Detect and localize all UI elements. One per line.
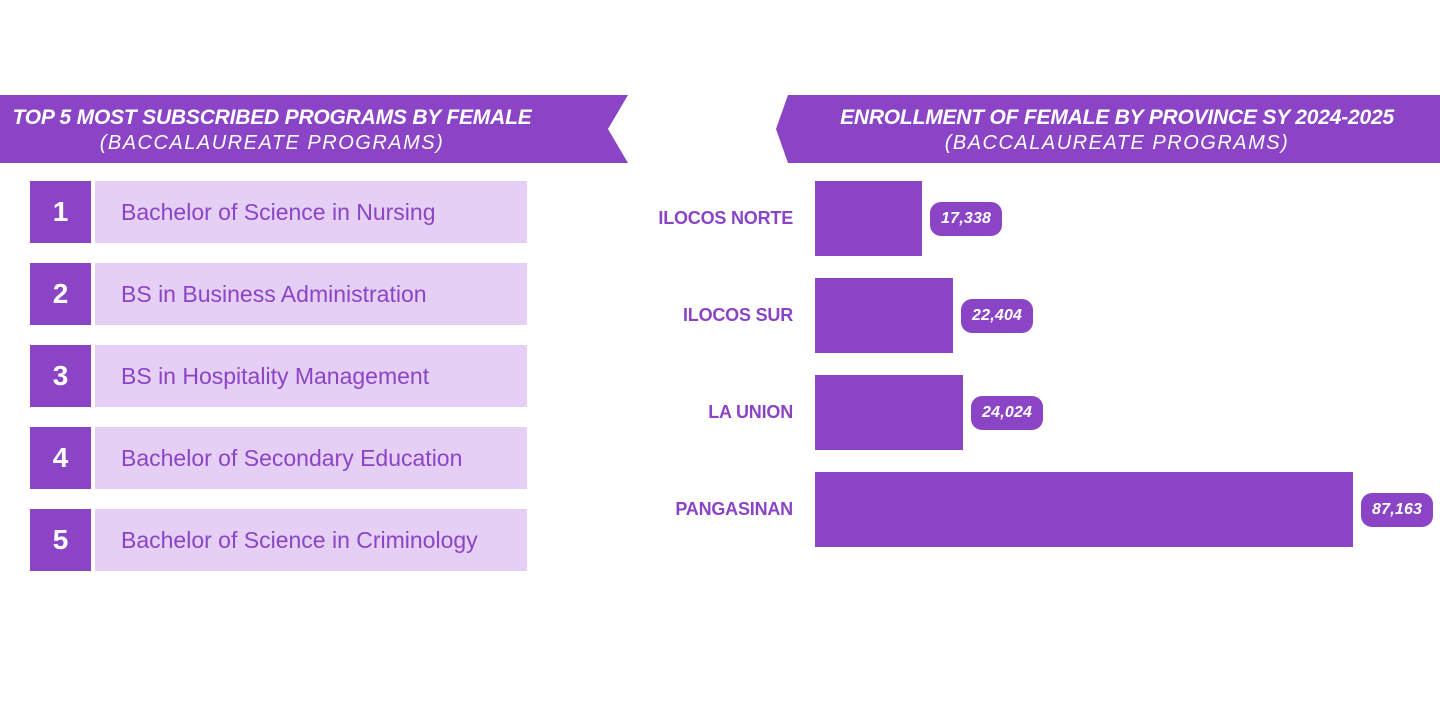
chart-row: LA UNION 24,024 — [640, 375, 1440, 450]
value-badge: 17,338 — [930, 201, 1003, 236]
value-badge: 24,024 — [971, 395, 1044, 430]
province-label: LA UNION — [708, 402, 793, 422]
right-banner: ENROLLMENT OF FEMALE BY PROVINCE SY 2024… — [776, 95, 1440, 163]
province-label: ILOCOS SUR — [682, 305, 793, 325]
province-label: PANGASINAN — [675, 499, 793, 519]
top-programs-list: 1 Bachelor of Science in Nursing 2 BS in Bu… — [30, 181, 530, 591]
chart-row: ILOCOS NORTE 17,338 — [640, 181, 1440, 256]
left-banner-subtitle: (BACCALAUREATE PROGRAMS) — [99, 131, 445, 154]
enrollment-bar — [815, 278, 953, 353]
program-name: BS in Hospitality Management — [95, 345, 527, 407]
enrollment-bar — [815, 472, 1353, 547]
chart-row: ILOCOS SUR 22,404 — [640, 278, 1440, 353]
province-label: ILOCOS NORTE — [658, 208, 793, 228]
program-name: Bachelor of Secondary Education — [95, 427, 527, 489]
right-banner-subtitle: (BACCALAUREATE PROGRAMS) — [944, 131, 1290, 154]
value-badge: 87,163 — [1361, 492, 1434, 527]
rank-badge: 1 — [30, 181, 91, 243]
program-name: BS in Business Administration — [95, 263, 527, 325]
rank-badge: 5 — [30, 509, 91, 571]
program-row: 5 Bachelor of Science in Criminology — [30, 509, 530, 571]
chart-row: PANGASINAN 87,163 — [640, 472, 1440, 547]
rank-badge: 3 — [30, 345, 91, 407]
program-row: 3 BS in Hospitality Management — [30, 345, 530, 407]
program-name: Bachelor of Science in Nursing — [95, 181, 527, 243]
rank-badge: 2 — [30, 263, 91, 325]
left-banner: TOP 5 MOST SUBSCRIBED PROGRAMS BY FEMALE… — [0, 95, 628, 163]
right-banner-title: ENROLLMENT OF FEMALE BY PROVINCE SY 2024… — [840, 105, 1394, 129]
program-row: 1 Bachelor of Science in Nursing — [30, 181, 530, 243]
rank-badge: 4 — [30, 427, 91, 489]
left-banner-title: TOP 5 MOST SUBSCRIBED PROGRAMS BY FEMALE — [12, 105, 532, 129]
program-row: 2 BS in Business Administration — [30, 263, 530, 325]
program-name: Bachelor of Science in Criminology — [95, 509, 527, 571]
enrollment-bar — [815, 181, 922, 256]
enrollment-bar-chart: ILOCOS NORTE 17,338 ILOCOS SUR 22,404 LA UNI… — [640, 181, 1440, 569]
enrollment-bar — [815, 375, 963, 450]
program-row: 4 Bachelor of Secondary Education — [30, 427, 530, 489]
value-badge: 22,404 — [961, 298, 1034, 333]
